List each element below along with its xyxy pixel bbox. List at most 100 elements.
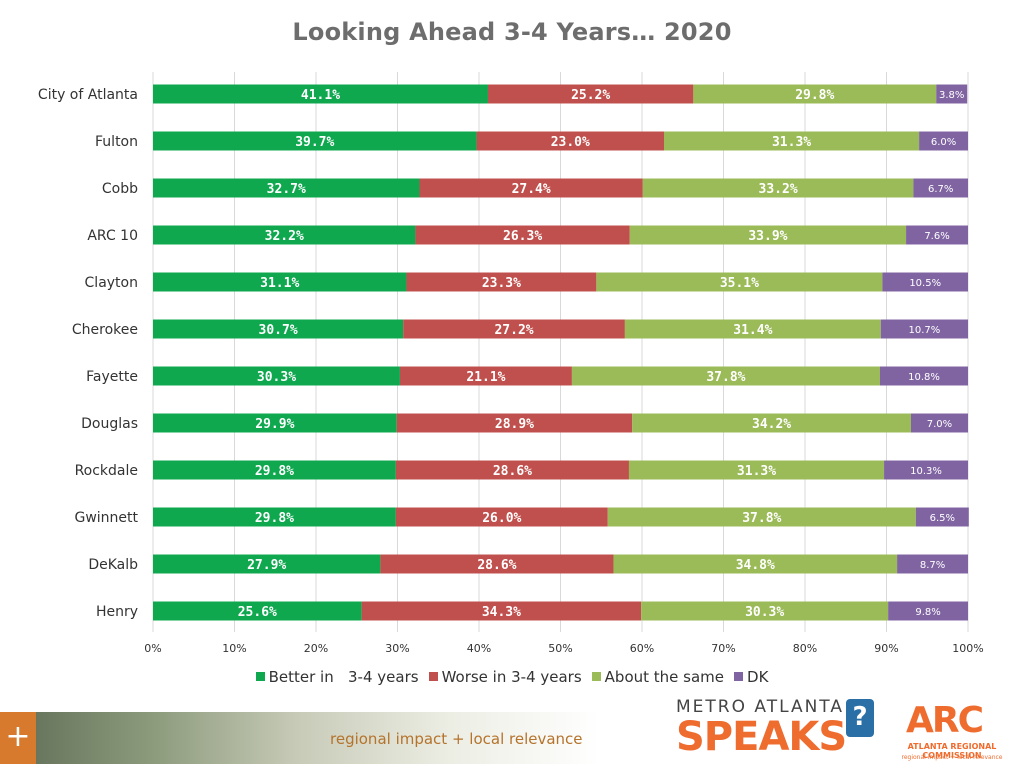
data-label: 29.8% <box>255 464 294 479</box>
x-tick-label: 20% <box>304 642 328 655</box>
x-tick-label: 0% <box>144 642 161 655</box>
bar-segment <box>476 131 665 151</box>
category-label: DeKalb <box>88 557 138 573</box>
bar-segment <box>415 225 630 245</box>
bar-segment <box>607 507 916 527</box>
legend-item: About the same <box>591 668 724 686</box>
bar-segment <box>153 601 362 621</box>
data-label: 26.0% <box>482 511 521 526</box>
bar-segment <box>913 178 968 198</box>
bar-segment <box>153 554 381 574</box>
category-label: Henry <box>96 604 138 620</box>
bar-segment <box>628 460 885 480</box>
data-label: 28.6% <box>493 464 532 479</box>
bar-segment <box>153 178 420 198</box>
arc-logo-mark: ARC <box>906 700 984 741</box>
data-label: 32.7% <box>267 182 306 197</box>
data-label: 33.2% <box>759 182 798 197</box>
legend-swatch <box>428 672 438 681</box>
arc-logo-tagline: regional impact + local relevance <box>901 754 1003 761</box>
arc-logo-name: ATLANTA REGIONAL COMMISSION <box>907 742 997 760</box>
bar-segment <box>641 601 889 621</box>
legend-swatch <box>734 672 744 681</box>
legend-label: Worse in 3-4 years <box>441 668 582 686</box>
category-label: City of Atlanta <box>38 87 138 103</box>
x-tick-label: 40% <box>467 642 491 655</box>
bar-segment <box>399 366 572 386</box>
bar-segment <box>906 225 968 245</box>
x-tick-label: 100% <box>952 642 983 655</box>
category-label: Cobb <box>102 181 138 197</box>
bar-segment <box>361 601 642 621</box>
bar-segment <box>915 507 969 527</box>
x-tick-label: 60% <box>630 642 654 655</box>
data-label: 28.6% <box>477 558 516 573</box>
bar-segment <box>880 319 968 339</box>
data-label: 32.2% <box>265 229 304 244</box>
bar-segment <box>624 319 881 339</box>
bar-segment <box>153 460 396 480</box>
bar-segment <box>613 554 898 574</box>
bar-segment <box>153 131 477 151</box>
legend-item: Worse in 3-4 years <box>428 668 582 686</box>
bar-segment <box>153 319 404 339</box>
category-label: Fulton <box>95 134 138 150</box>
data-label: 10.5% <box>909 278 941 289</box>
footer-tagline: regional impact + local relevance <box>330 730 583 748</box>
bar-segment <box>632 413 911 433</box>
bar-segment <box>884 460 968 480</box>
data-label: 34.2% <box>752 417 791 432</box>
data-label: 29.8% <box>795 88 834 103</box>
data-label: 26.3% <box>503 229 542 244</box>
gridlines <box>152 72 969 632</box>
speech-bubble-icon: ? <box>846 699 874 737</box>
bar-segment <box>153 272 407 292</box>
bar-segment <box>629 225 907 245</box>
category-labels: City of Atlanta Fulton Cobb ARC 10 Clayton Ch… <box>38 87 139 620</box>
legend-swatch <box>591 672 601 681</box>
bar-segment <box>919 131 968 151</box>
data-label: 30.7% <box>259 323 298 338</box>
footer-photo-strip <box>0 712 600 764</box>
bar-segment <box>642 178 914 198</box>
data-label: 34.3% <box>482 605 521 620</box>
data-label: 23.0% <box>551 135 590 150</box>
data-label: 31.4% <box>733 323 772 338</box>
data-label: 34.8% <box>736 558 775 573</box>
data-label: 37.8% <box>742 511 781 526</box>
speaks-logo-top: METRO ATLANTA <box>676 697 844 717</box>
data-label: 27.9% <box>247 558 286 573</box>
data-label: 25.2% <box>571 88 610 103</box>
data-label: 23.3% <box>482 276 521 291</box>
bar-segment <box>380 554 614 574</box>
bar-segment <box>395 460 629 480</box>
data-label: 28.9% <box>495 417 534 432</box>
legend-item: Better in 3-4 years <box>255 668 419 686</box>
bar-segment <box>403 319 625 339</box>
data-label: 31.3% <box>737 464 776 479</box>
data-label: 9.8% <box>915 607 940 618</box>
bar-segment <box>879 366 968 386</box>
category-label: Clayton <box>85 275 138 291</box>
bar-segment <box>882 272 968 292</box>
data-label: 33.9% <box>748 229 787 244</box>
bar-segment <box>664 131 920 151</box>
data-label: 27.4% <box>512 182 551 197</box>
bar-segment <box>910 413 968 433</box>
legend-label: Better in 3-4 years <box>268 668 419 686</box>
category-label: Fayette <box>86 369 138 385</box>
bar-segment <box>571 366 880 386</box>
x-tick-label: 70% <box>711 642 735 655</box>
bar-segment <box>395 507 608 527</box>
bar-segment <box>153 84 488 104</box>
bar-segment <box>897 554 968 574</box>
data-label: 29.9% <box>255 417 294 432</box>
x-tick-label: 50% <box>548 642 572 655</box>
x-tick-label: 80% <box>793 642 817 655</box>
chart-title: Looking Ahead 3-4 Years… 2020 <box>292 18 732 46</box>
data-label: 31.3% <box>772 135 811 150</box>
data-label: 7.0% <box>927 419 952 430</box>
x-axis-ticks: 0% 10% 20% 30% 40% 50% 60% 70% 80% 90% 100% <box>144 642 983 655</box>
bar-segment <box>396 413 633 433</box>
data-label: 21.1% <box>466 370 505 385</box>
